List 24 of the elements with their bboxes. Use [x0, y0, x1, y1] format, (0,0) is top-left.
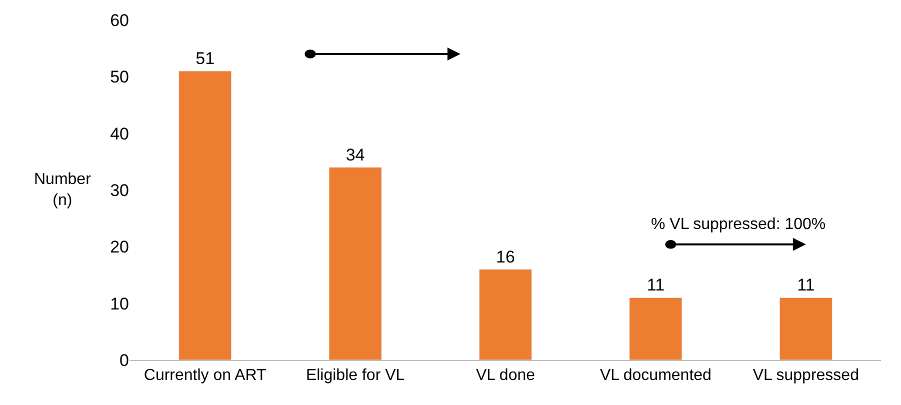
y-tick-label: 10: [110, 294, 129, 314]
x-tick-label: Currently on ART: [144, 367, 267, 384]
y-tick-label: 20: [110, 238, 129, 257]
bar: [779, 297, 832, 360]
data-label: 51: [196, 49, 215, 68]
y-tick-label: 60: [110, 10, 129, 30]
x-tick-label: VL suppressed: [752, 367, 859, 384]
bar: [328, 167, 382, 360]
bar: [478, 269, 532, 360]
x-tick-label: VL documented: [600, 367, 712, 384]
annotation: % VL suppressed: 100%: [651, 216, 826, 233]
y-tick-label: 0: [120, 350, 129, 370]
x-tick-label: VL done: [476, 367, 536, 384]
data-label: 11: [646, 276, 665, 295]
bar: [629, 297, 682, 360]
bar: [178, 70, 232, 360]
data-label: 11: [797, 276, 815, 295]
y-tick-label: 30: [110, 180, 129, 200]
x-tick-label: Eligible for VL: [306, 367, 405, 384]
y-axis-title: Number (n): [34, 171, 92, 209]
y-tick-label: 40: [110, 124, 129, 144]
y-tick-label: 50: [110, 68, 129, 87]
data-label: 34: [346, 145, 365, 164]
data-label: 16: [496, 247, 515, 266]
